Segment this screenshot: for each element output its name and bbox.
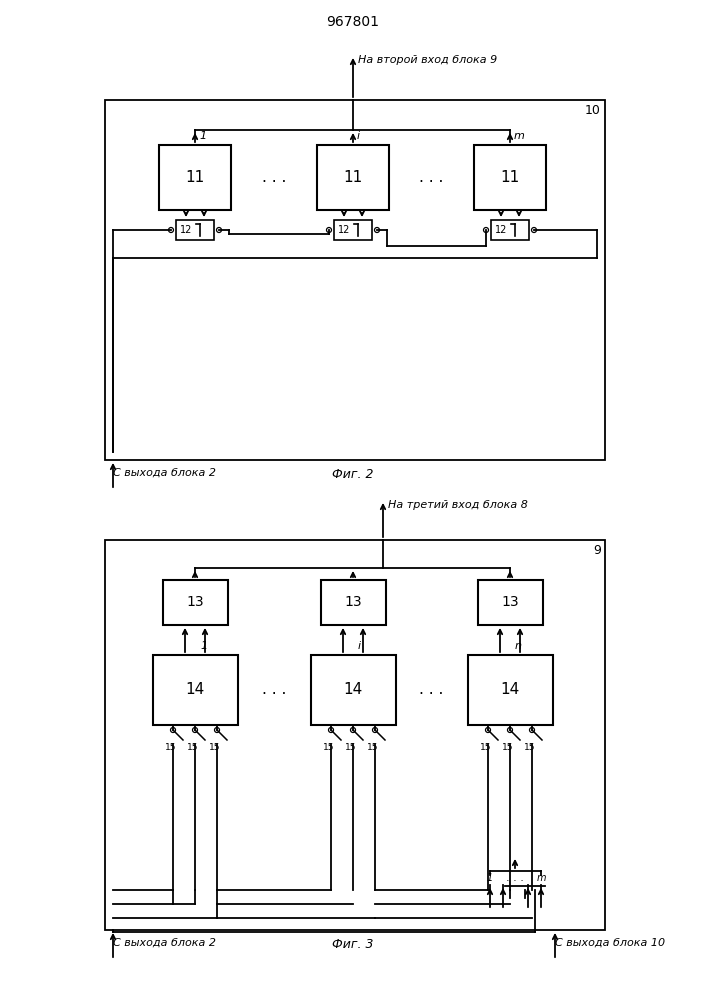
- Bar: [317, 145, 389, 210]
- Text: . . .: . . .: [419, 682, 444, 698]
- Text: 15: 15: [209, 743, 221, 752]
- Text: 14: 14: [344, 682, 363, 698]
- Text: 11: 11: [185, 170, 204, 185]
- Text: С выхода блока 2: С выхода блока 2: [113, 938, 216, 948]
- Text: На второй вход блока 9: На второй вход блока 9: [358, 55, 497, 65]
- Text: 15: 15: [187, 743, 199, 752]
- Text: 15: 15: [165, 743, 177, 752]
- Bar: [474, 145, 546, 210]
- Text: 15: 15: [480, 743, 492, 752]
- Bar: [105, 540, 605, 930]
- Text: m: m: [536, 873, 546, 883]
- Text: С выхода блока 2: С выхода блока 2: [113, 468, 216, 478]
- Text: 14: 14: [501, 682, 520, 698]
- Bar: [320, 580, 385, 625]
- Text: С выхода блока 10: С выхода блока 10: [555, 938, 665, 948]
- Text: 15: 15: [525, 743, 536, 752]
- Text: . . .: . . .: [262, 682, 286, 698]
- Bar: [105, 100, 605, 460]
- Text: 12: 12: [338, 225, 350, 235]
- Text: 1: 1: [200, 641, 207, 651]
- Text: 15: 15: [367, 743, 379, 752]
- Text: n: n: [515, 641, 522, 651]
- Text: 13: 13: [344, 595, 362, 609]
- Text: 9: 9: [593, 544, 601, 557]
- Text: 10: 10: [585, 104, 601, 117]
- Bar: [491, 220, 529, 240]
- Text: 13: 13: [501, 595, 519, 609]
- Text: . . .: . . .: [506, 873, 524, 883]
- Text: 1: 1: [487, 873, 493, 883]
- Text: 12: 12: [180, 225, 192, 235]
- Text: 13: 13: [186, 595, 204, 609]
- Bar: [334, 220, 372, 240]
- Text: 15: 15: [502, 743, 514, 752]
- Text: 14: 14: [185, 682, 204, 698]
- Text: На третий вход блока 8: На третий вход блока 8: [388, 500, 528, 510]
- Text: 15: 15: [345, 743, 357, 752]
- Text: i: i: [358, 641, 361, 651]
- Text: 967801: 967801: [327, 15, 380, 29]
- Text: m: m: [514, 131, 525, 141]
- Text: 11: 11: [501, 170, 520, 185]
- Text: Фиг. 3: Фиг. 3: [332, 938, 374, 951]
- Bar: [163, 580, 228, 625]
- Text: i: i: [357, 131, 360, 141]
- Bar: [310, 655, 395, 725]
- Text: 11: 11: [344, 170, 363, 185]
- Bar: [153, 655, 238, 725]
- Text: Фиг. 2: Фиг. 2: [332, 468, 374, 481]
- Text: . . .: . . .: [262, 170, 286, 185]
- Text: 12: 12: [495, 225, 507, 235]
- Text: 15: 15: [323, 743, 334, 752]
- Bar: [176, 220, 214, 240]
- Bar: [159, 145, 231, 210]
- Bar: [467, 655, 552, 725]
- Bar: [477, 580, 542, 625]
- Text: 1: 1: [199, 131, 206, 141]
- Text: . . .: . . .: [419, 170, 444, 185]
